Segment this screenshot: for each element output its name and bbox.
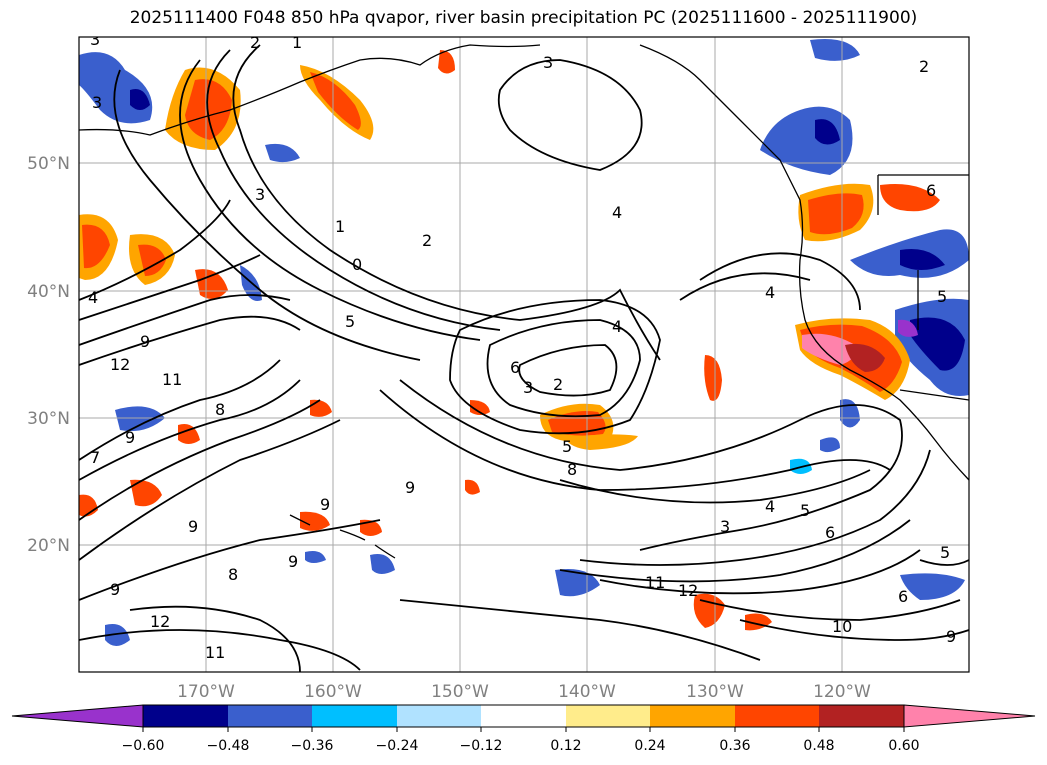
contour-label: 7 xyxy=(90,448,100,467)
lon-label: 120°W xyxy=(813,682,871,702)
contour-label: 3 xyxy=(92,93,102,112)
lon-label: 150°W xyxy=(431,682,489,702)
colorbar-segment xyxy=(481,705,566,727)
colorbar-tick-label: 0.36 xyxy=(719,738,750,754)
lat-label: 50°N xyxy=(27,154,70,174)
colorbar-segment xyxy=(312,705,397,727)
colorbar-segment xyxy=(819,705,904,727)
contour-label: 4 xyxy=(612,317,622,336)
colorbar-tick-label: −0.60 xyxy=(122,738,165,754)
contour-label: 9 xyxy=(188,517,198,536)
lon-label: 170°W xyxy=(177,682,235,702)
contour-label: 1 xyxy=(292,33,302,52)
contour-label: 2 xyxy=(422,231,432,250)
contour-label: 9 xyxy=(125,428,135,447)
latitude-labels: 50°N 40°N 30°N 20°N xyxy=(27,154,70,556)
lon-label: 140°W xyxy=(558,682,616,702)
contour-label: 5 xyxy=(937,287,947,306)
lat-label: 30°N xyxy=(27,409,70,429)
contour-label: 3 xyxy=(543,53,553,72)
contour-label: 9 xyxy=(946,627,956,646)
longitude-labels: 170°W 160°W 150°W 140°W 130°W 120°W xyxy=(177,682,871,702)
colorbar-tick-label: 0.48 xyxy=(803,738,834,754)
coastlines xyxy=(79,44,969,559)
contour-label: 5 xyxy=(800,501,810,520)
contour-label: 6 xyxy=(825,523,835,542)
lon-label: 160°W xyxy=(304,682,362,702)
contour-label: 12 xyxy=(150,612,170,631)
contour-label: 6 xyxy=(898,587,908,606)
lat-label: 40°N xyxy=(27,282,70,302)
lat-label: 20°N xyxy=(27,536,70,556)
contour-label: 4 xyxy=(612,203,622,222)
contour-label: 12 xyxy=(678,581,698,600)
contour-label: 5 xyxy=(940,543,950,562)
contour-label: 12 xyxy=(110,355,130,374)
lon-label: 130°W xyxy=(686,682,744,702)
colorbar: −0.60 −0.48 −0.36 −0.24 −0.12 0.12 0.24 … xyxy=(11,704,1036,754)
contour-label: 3 xyxy=(523,378,533,397)
contour-label: 2 xyxy=(250,33,260,52)
colorbar-segment xyxy=(650,705,735,727)
contour-label: 9 xyxy=(320,495,330,514)
colorbar-segment xyxy=(397,705,481,727)
precip-shading xyxy=(79,39,969,646)
plot-frame xyxy=(78,36,970,673)
contour-label: 3 xyxy=(255,185,265,204)
contour-label: 11 xyxy=(162,370,182,389)
contour-label: 2 xyxy=(553,375,563,394)
contour-label: 9 xyxy=(288,552,298,571)
colorbar-tick-label: 0.12 xyxy=(550,738,581,754)
contour-label: 4 xyxy=(765,283,775,302)
colorbar-segment xyxy=(228,705,312,727)
colorbar-frame xyxy=(142,704,905,728)
contour-label: 10 xyxy=(832,617,852,636)
colorbar-tick-label: −0.24 xyxy=(376,738,419,754)
map-title: 2025111400 F048 850 hPa qvapor, river ba… xyxy=(129,8,918,28)
qvapor-contours xyxy=(79,44,969,672)
colorbar-tick-label: 0.60 xyxy=(888,738,919,754)
colorbar-segment xyxy=(735,705,819,727)
contour-label: 6 xyxy=(510,358,520,377)
contour-label: 5 xyxy=(345,312,355,331)
colorbar-tick-label: −0.36 xyxy=(291,738,334,754)
colorbar-tick-label: −0.48 xyxy=(207,738,250,754)
contour-label: 11 xyxy=(645,573,665,592)
contour-label: 11 xyxy=(205,643,225,662)
colorbar-tick-label: −0.12 xyxy=(460,738,503,754)
contour-label: 5 xyxy=(562,437,572,456)
contour-label-group: 3 2 1 3 3 2 1 0 5 4 4 4 3 4 6 3 2 5 8 9 … xyxy=(88,30,956,662)
contour-label: 9 xyxy=(110,580,120,599)
colorbar-tick-label: 0.24 xyxy=(634,738,665,754)
colorbar-extend-low xyxy=(11,704,144,728)
colorbar-extend-high xyxy=(903,704,1036,728)
contour-label: 4 xyxy=(88,288,98,307)
contour-label: 0 xyxy=(352,255,362,274)
contour-label: 6 xyxy=(926,181,936,200)
contour-label: 8 xyxy=(567,460,577,479)
contour-label: 4 xyxy=(765,497,775,516)
contour-label: 2 xyxy=(919,57,929,76)
contour-label: 3 xyxy=(90,30,100,49)
contour-label: 9 xyxy=(140,332,150,351)
contour-label: 1 xyxy=(335,217,345,236)
contour-label: 8 xyxy=(215,400,225,419)
contour-label: 9 xyxy=(405,478,415,497)
contour-label: 3 xyxy=(720,517,730,536)
colorbar-segment xyxy=(143,705,228,727)
contour-label: 8 xyxy=(228,565,238,584)
colorbar-segment xyxy=(566,705,650,727)
